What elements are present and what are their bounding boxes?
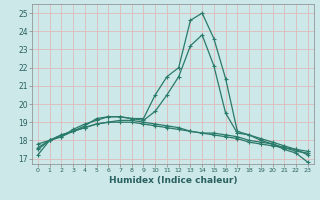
X-axis label: Humidex (Indice chaleur): Humidex (Indice chaleur) (108, 176, 237, 185)
